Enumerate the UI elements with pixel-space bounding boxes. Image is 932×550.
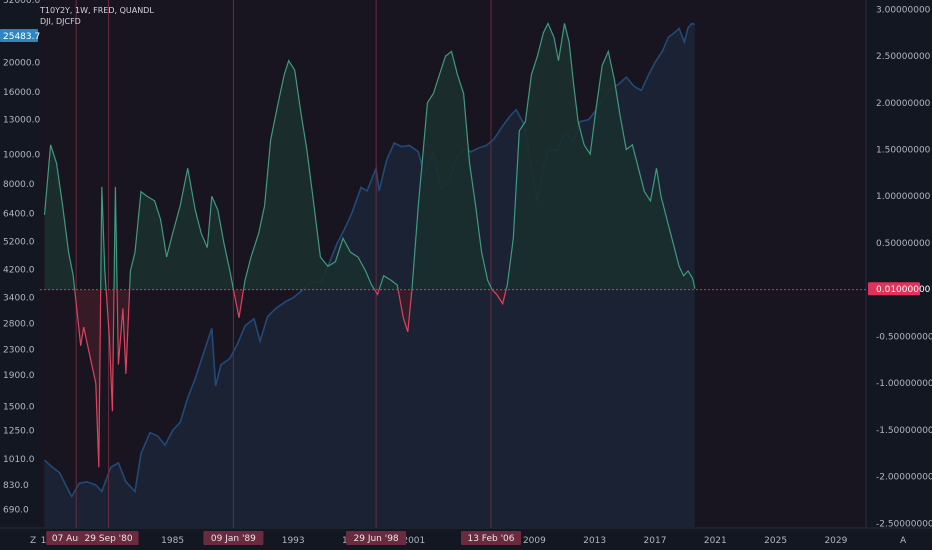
left-tick-label: 4200.0 [3, 266, 35, 276]
left-tick-label: 16000.0 [3, 88, 40, 98]
right-tick-label: -0.50000000 [876, 332, 932, 342]
left-tick-label: 1250.0 [3, 427, 35, 437]
spread-negative-area [233, 289, 244, 318]
x-tick-label: 2001 [402, 536, 425, 546]
inversion-date-label: 09 Jan '89 [211, 534, 256, 544]
spread-positive-area [379, 275, 399, 290]
inversion-date-tag [346, 531, 407, 545]
left-tick-label: 6400.0 [3, 210, 35, 220]
dji-area [44, 23, 695, 528]
left-tick-label: 5200.0 [3, 237, 35, 247]
spread-positive-line [129, 168, 235, 290]
left-tick-label: 32000.0 [3, 0, 40, 6]
spread-positive-line [43, 144, 76, 290]
left-tick-label: 13000.0 [3, 116, 40, 126]
left-tick-label: 8000.0 [3, 180, 35, 190]
left-tick-label: 1500.0 [3, 402, 35, 412]
spread-positive-area [243, 60, 375, 290]
left-tick-label: 690.0 [3, 505, 29, 515]
spread-positive-line [113, 186, 118, 290]
spread-positive-area [129, 168, 234, 290]
x-tick-label: 1985 [161, 536, 184, 546]
spread-layer [43, 21, 696, 468]
current-spread-value: 0.01000000 [876, 285, 931, 295]
symbol-header: T10Y2Y, 1W, FRED, QUANDL [39, 6, 154, 15]
left-tick-label: 1010.0 [3, 455, 35, 465]
auto-scale-icon[interactable]: A [900, 536, 907, 546]
overlay-header: DJI, DJCFD [40, 17, 81, 26]
right-tick-label: 2.00000000 [876, 99, 931, 109]
spread-negative-area [74, 289, 101, 468]
timezone-icon[interactable]: Z [30, 536, 36, 546]
right-tick-label: -1.00000000 [876, 379, 932, 389]
spread-negative-line [232, 289, 245, 318]
left-axis: 32000.0 20000.0 16000.0 13000.0 10000.0 8000.… [3, 0, 40, 515]
spread-negative-line [397, 289, 413, 332]
spread-negative-line [374, 289, 380, 296]
right-tick-label: 1.00000000 [876, 192, 931, 202]
current-dji-value: 25483.7 [3, 32, 40, 42]
spread-positive-line [100, 186, 107, 290]
x-tick-label: 1993 [282, 536, 305, 546]
left-tick-label: 2800.0 [3, 320, 35, 330]
inversion-date-label: 29 Sep '80 [85, 534, 133, 544]
inversion-date-tag [461, 531, 521, 545]
right-tick-label: 1.50000000 [876, 146, 931, 156]
left-tick-label: 2300.0 [3, 346, 35, 356]
spread-negative-line [116, 289, 131, 374]
spread-positive-line [242, 59, 376, 291]
inversion-date-label: 13 Feb '06 [467, 534, 514, 544]
spread-positive-line [411, 50, 493, 290]
left-tick-label: 20000.0 [3, 58, 40, 68]
current-dji-tag: 25483.7 [0, 29, 40, 42]
right-tick-label: 3.00000000 [876, 5, 931, 15]
left-tick-label: 3400.0 [3, 294, 35, 304]
x-tick-label: 2017 [644, 536, 667, 546]
right-tick-label: 0.50000000 [876, 239, 931, 249]
right-tick-label: -2.00000000 [876, 473, 932, 483]
left-tick-label: 830.0 [3, 481, 29, 491]
inversion-date-label: 29 Jun '98 [354, 534, 399, 544]
spread-negative-line [105, 289, 115, 412]
x-tick-label: 2029 [824, 536, 847, 546]
right-tick-label: 2.50000000 [876, 52, 931, 62]
right-tick-label: -2.50000000 [876, 519, 932, 529]
spread-negative-line [491, 289, 507, 306]
spread-positive-line [378, 274, 399, 290]
right-tick-label: -1.50000000 [876, 426, 932, 436]
x-tick-label: 2025 [764, 536, 787, 546]
inversion-lines [75, 0, 492, 528]
x-tick-label: 2009 [523, 536, 546, 546]
inversion-date-tag [203, 531, 264, 545]
right-axis: 3.00000000 2.50000000 2.00000000 1.50000000… [876, 5, 932, 529]
left-tick-label: 1900.0 [3, 371, 35, 381]
current-spread-tag: 0.01000000 [868, 282, 931, 296]
spread-positive-line [505, 21, 696, 290]
spread-positive-area [506, 23, 695, 290]
inversion-date-label: 07 Aug '78 [52, 534, 101, 544]
inversion-date-tag [78, 531, 139, 545]
spread-positive-area [44, 144, 75, 290]
left-tick-label: 10000.0 [3, 150, 40, 160]
x-tick-label: 2021 [704, 536, 727, 546]
spread-positive-area [411, 51, 493, 290]
x-tick-label: 2013 [583, 536, 606, 546]
spread-negative-line [74, 289, 102, 468]
